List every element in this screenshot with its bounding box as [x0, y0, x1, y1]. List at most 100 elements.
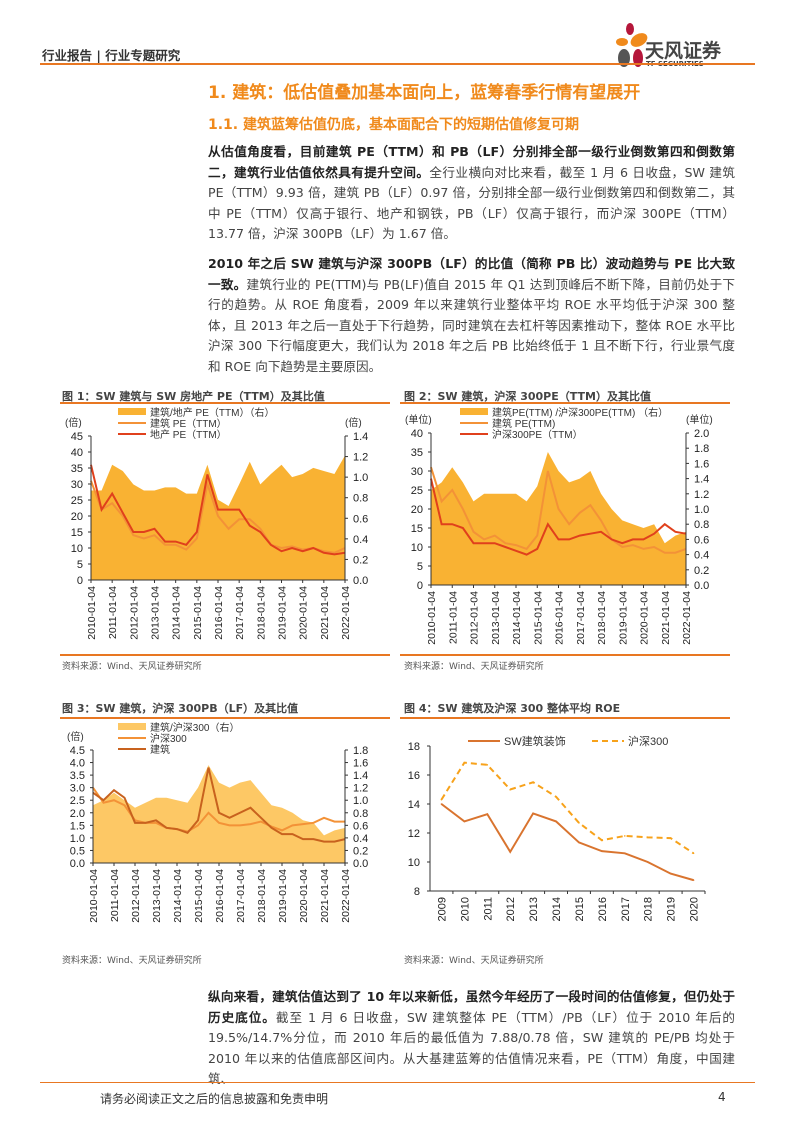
figure-divider: [400, 654, 730, 656]
x-tick-label: 2009: [436, 897, 448, 921]
y-tick-label-right: 0.4: [694, 550, 709, 562]
figure-2-chart: 建筑PE(TTM) /沪深300PE(TTM) （右）建筑 PE(TTM)沪深3…: [405, 406, 713, 645]
figure-1-source: 资料来源：Wind、天风证券研究所: [62, 662, 202, 672]
x-tick-label: 2018: [643, 897, 655, 921]
y-tick-label-right: 1.8: [694, 443, 709, 455]
data-point: [440, 803, 443, 805]
y-tick-label-left: 25: [71, 495, 83, 507]
line-series-2: [430, 478, 687, 556]
data-point: [486, 813, 489, 815]
line-series-1: [90, 480, 346, 554]
x-tick-label: 2012-01-04: [128, 586, 140, 640]
x-tick-label: 2011: [482, 897, 494, 921]
area-series-ratio: [431, 452, 686, 585]
figure-4-chart: 8 10 12 14 16 18 2009 2010 2011 2012 2013 2014 2015 2…: [408, 734, 706, 921]
legend-swatch: [460, 408, 488, 415]
y-tick-label-left: 2.5: [70, 795, 85, 807]
legend-label: 沪深300: [628, 734, 668, 748]
figure-2-source: 资料来源：Wind、天风证券研究所: [404, 662, 544, 672]
x-tick-label: 2015-01-04: [193, 869, 205, 923]
y-tick-label: 10: [408, 857, 420, 869]
x-tick-label: 2016-01-04: [554, 591, 566, 645]
y-tick-label-left: 4.0: [70, 758, 85, 770]
y-tick-label-left: 2.0: [70, 808, 85, 820]
x-tick-label: 2014: [551, 897, 563, 921]
data-point: [646, 861, 649, 863]
y-tick-label-left: 3.0: [70, 783, 85, 795]
figure-divider: [60, 402, 390, 404]
x-tick-label: 2015: [574, 897, 586, 921]
y-tick-label-left: 20: [411, 504, 423, 516]
right-axis-unit: (倍): [345, 416, 362, 429]
x-tick-label: 2013-01-04: [490, 591, 502, 645]
paragraph-body: 全行业横向对比来看，截至 1 月 6 日收盘，SW 建筑 PE（TTM）9.93…: [208, 164, 735, 242]
y-tick-label-right: 0.2: [694, 565, 709, 577]
y-tick-label-right: 0.2: [353, 554, 368, 566]
legend-label: 建筑 PE（TTM）: [150, 417, 227, 430]
y-tick-label-left: 30: [411, 466, 423, 478]
y-tick-label-left: 20: [71, 511, 83, 523]
data-point: [555, 795, 557, 798]
y-tick-label-right: 0.0: [353, 575, 368, 587]
x-tick-label: 2019-01-04: [277, 586, 289, 640]
x-tick-label: 2015-01-04: [192, 586, 204, 640]
figure-3-title: 图 3：SW 建筑，沪深 300PB（LF）及其比值: [62, 702, 299, 715]
x-tick-label: 2010: [459, 897, 471, 921]
legend-label: 建筑/沪深300（右）: [150, 721, 239, 734]
y-tick-label-right: 0.6: [694, 534, 709, 546]
y-tick-label-right: 1.4: [353, 431, 368, 443]
y-tick-label-left: 1.5: [70, 820, 85, 832]
data-point: [532, 812, 534, 815]
x-tick-label: 2018-01-04: [255, 586, 267, 640]
x-tick-label: 2017-01-04: [234, 586, 246, 640]
x-tick-label: 2012-01-04: [130, 869, 142, 923]
x-tick-label: 2017-01-04: [575, 591, 587, 645]
y-tick-label: 8: [414, 886, 420, 898]
x-tick-label: 2022-01-04: [340, 869, 352, 923]
right-axis-unit: (单位): [686, 413, 713, 426]
y-tick-label-left: 0: [77, 575, 83, 587]
y-tick-label-right: 0.8: [353, 493, 368, 505]
data-point: [440, 798, 443, 801]
data-point: [692, 852, 695, 855]
left-axis-unit: (单位): [405, 413, 432, 426]
y-tick-label-left: 40: [411, 428, 423, 440]
legend-label: 建筑PE(TTM) /沪深300PE(TTM) （右）: [492, 406, 668, 419]
y-tick-label-right: 0.8: [694, 519, 709, 531]
subsection-heading: 1.1. 建筑蓝筹估值仍底，基本面配合下的短期估值修复可期: [208, 117, 579, 133]
x-tick-label: 2011-01-04: [447, 591, 459, 644]
x-tick-label: 2019-01-04: [277, 869, 289, 923]
x-tick-label: 2020-01-04: [639, 591, 651, 645]
x-tick-label: 2021-01-04: [319, 586, 331, 640]
x-tick-label: 2011-01-04: [109, 869, 121, 922]
y-tick-label-right: 1.4: [694, 474, 709, 486]
x-tick-label: 2013: [528, 897, 540, 921]
x-tick-label: 2016-01-04: [213, 586, 225, 640]
paragraph-3: 纵向来看，建筑估值达到了 10 年以来新低，虽然今年经历了一段时间的估值修复，但…: [208, 987, 735, 1090]
y-tick-label-left: 1.0: [70, 833, 85, 845]
y-tick-label-right: 0.6: [353, 820, 368, 832]
legend-label: 建筑: [150, 743, 170, 756]
legend-label: 地产 PE（TTM）: [150, 428, 227, 441]
section-heading: 1. 建筑：低估值叠加基本面向上，蓝筹春季行情有望展开: [208, 83, 641, 103]
header-breadcrumb: 行业报告 | 行业专题研究: [42, 48, 181, 63]
y-tick-label: 18: [408, 741, 420, 753]
y-tick-label-left: 4.5: [70, 745, 85, 757]
logo-name: 天风证券: [645, 40, 722, 62]
x-tick-label: 2014-01-04: [511, 591, 523, 645]
y-tick-label-right: 1.0: [353, 472, 368, 484]
data-point: [463, 761, 466, 764]
figure-1-title: 图 1：SW 建筑与 SW 房地产 PE（TTM）及其比值: [62, 390, 325, 403]
data-point: [623, 852, 626, 855]
paragraph-body: 截至 1 月 6 日收盘，SW 建筑整体 PE（TTM）/PB（LF）位于 20…: [208, 1009, 735, 1087]
data-point: [532, 781, 534, 784]
y-tick-label-right: 1.2: [353, 783, 368, 795]
x-tick-label: 2018-01-04: [256, 869, 268, 923]
left-axis-unit: (倍): [65, 416, 82, 429]
y-tick-label-right: 0.2: [353, 845, 368, 857]
y-tick-label-left: 40: [71, 447, 83, 459]
y-tick-label-right: 1.0: [694, 504, 709, 516]
x-tick-label: 2014-01-04: [171, 586, 183, 640]
data-point: [601, 839, 603, 842]
paragraph-1: 从估值角度看，目前建筑 PE（TTM）和 PB（LF）分别排全部一级行业倒数第四…: [208, 142, 735, 245]
